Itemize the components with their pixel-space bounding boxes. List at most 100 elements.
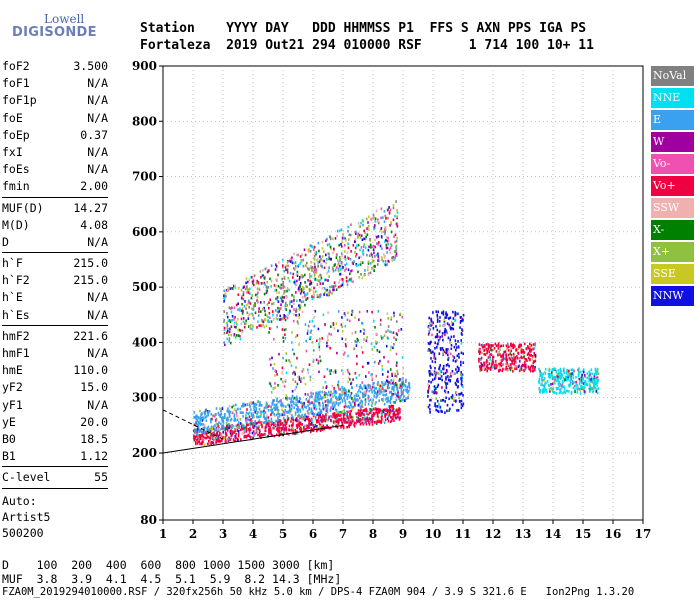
echo-point [392,417,394,420]
echo-point [445,351,447,355]
echo-point [547,372,550,376]
echo-point [553,380,556,383]
echo-point [300,290,303,293]
echo-point [270,264,273,267]
echo-point [381,418,383,421]
echo-point [345,279,348,283]
echo-point [590,376,593,379]
echo-point [347,416,349,420]
echo-point [442,372,445,375]
echo-point [238,424,241,427]
echo-point [392,256,394,259]
echo-point [284,286,286,289]
echo-point [223,341,226,344]
echo-point [295,385,298,389]
echo-point [394,214,396,218]
echo-point [432,311,434,314]
echo-point [300,377,303,380]
echo-point [589,380,592,383]
echo-point [533,367,536,371]
echo-point [541,389,544,393]
echo-point [367,248,370,252]
echo-point [357,222,360,225]
echo-point [295,266,297,270]
echo-point [444,380,446,384]
echo-point [430,380,432,384]
echo-point [449,372,452,375]
echo-point [307,329,309,333]
echo-point [299,276,301,279]
echo-point [296,404,299,407]
echo-point [296,320,299,323]
echo-point [346,396,349,399]
echo-point [296,283,298,287]
echo-point [438,335,440,338]
echo-point [335,322,338,325]
echo-point [288,279,291,283]
echo-point [375,422,378,425]
echo-point [532,360,535,363]
echo-point [439,337,441,341]
echo-point [458,396,460,400]
echo-point [375,396,378,399]
echo-point [445,311,447,314]
echo-point [345,417,347,421]
echo-point [430,357,432,360]
echo-point [275,419,277,423]
echo-point [211,437,214,441]
echo-point [386,312,389,315]
echo-point [516,355,518,358]
echo-point [226,315,229,319]
echo-point [346,405,349,409]
echo-point [362,249,365,252]
echo-point [483,363,486,367]
echo-point [351,397,353,400]
echo-point [310,394,313,397]
echo-point [318,370,320,374]
echo-point [341,369,343,372]
echo-point [314,396,317,399]
echo-point [385,217,387,220]
echo-point [258,324,260,327]
echo-point [337,262,340,265]
param-row-hes: h`Es N/A [2,307,108,324]
echo-point [551,390,554,393]
echo-point [515,348,518,352]
echo-point [231,306,233,310]
echo-point [300,380,302,383]
echo-point [367,361,370,365]
echo-point [594,367,597,371]
echo-point [233,306,236,310]
echo-point [314,309,317,313]
echo-point [245,421,248,425]
echo-point [509,358,511,361]
echo-point [368,371,370,374]
echo-point [352,262,354,266]
echo-point [319,273,322,277]
echo-point [387,370,389,374]
echo-point [395,244,398,248]
echo-point [563,387,566,391]
echo-point [502,353,505,356]
model-curve-solid [162,424,344,454]
echo-point [554,382,556,385]
echo-point [434,357,437,360]
echo-point [434,402,436,405]
echo-point [338,243,340,247]
echo-point [281,403,283,406]
echo-point [300,274,302,277]
echo-point [231,411,234,415]
echo-point [390,221,392,224]
param-value: 3.500 [73,59,108,73]
echo-point [319,390,321,394]
echo-point [555,370,558,373]
echo-point [317,361,320,365]
echo-point [377,256,380,260]
echo-point [578,382,581,386]
echo-point [291,390,294,393]
echo-point [431,373,434,376]
echo-point [278,261,280,264]
echo-point [231,287,233,290]
echo-point [266,286,268,290]
echo-point [204,413,206,416]
